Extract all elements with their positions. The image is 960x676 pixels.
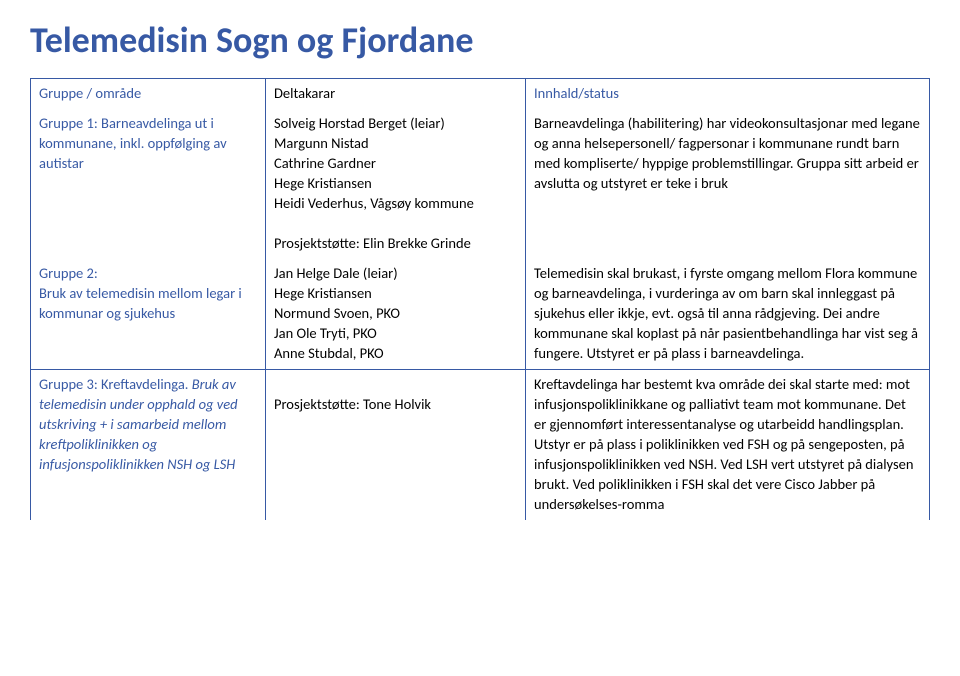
table-row: Gruppe 3: Kreftavdelinga. Bruk av teleme… — [31, 370, 930, 521]
group-area-cell: Gruppe 2:Bruk av telemedisin mellom lega… — [31, 259, 266, 370]
header-col3: Innhald/status — [526, 79, 930, 110]
status-cell: Kreftavdelinga har bestemt kva område de… — [526, 370, 930, 521]
header-col2: Deltakarar — [266, 79, 526, 110]
group-area-cell: Gruppe 1: Barneavdelinga ut i kommunane,… — [31, 109, 266, 259]
table-row: Gruppe 1: Barneavdelinga ut i kommunane,… — [31, 109, 930, 259]
status-cell: Telemedisin skal brukast, i fyrste omgan… — [526, 259, 930, 370]
groups-table: Gruppe / område Deltakarar Innhald/statu… — [30, 78, 930, 520]
header-col1: Gruppe / område — [31, 79, 266, 110]
participants-cell: Jan Helge Dale (leiar)Hege KristiansenNo… — [266, 259, 526, 370]
participants-cell: Solveig Horstad Berget (leiar)Margunn Ni… — [266, 109, 526, 259]
group-area-cell: Gruppe 3: Kreftavdelinga. Bruk av teleme… — [31, 370, 266, 521]
participants-cell: Prosjektstøtte: Tone Holvik — [266, 370, 526, 521]
page-title: Telemedisin Sogn og Fjordane — [30, 18, 930, 62]
status-cell: Barneavdelinga (habilitering) har videok… — [526, 109, 930, 259]
table-row: Gruppe 2:Bruk av telemedisin mellom lega… — [31, 259, 930, 370]
table-header-row: Gruppe / område Deltakarar Innhald/statu… — [31, 79, 930, 110]
